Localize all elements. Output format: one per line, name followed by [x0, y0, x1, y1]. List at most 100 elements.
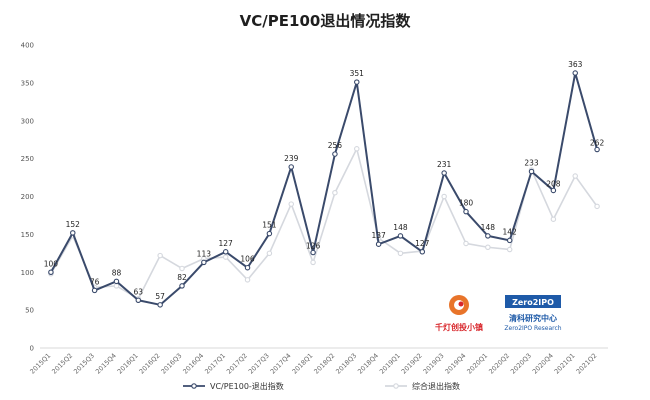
y-tick-label: 50 [25, 307, 34, 315]
x-tick-label: 2018Q2 [312, 352, 336, 376]
x-tick-label: 2021Q1 [553, 352, 577, 376]
data-label: 113 [197, 249, 212, 258]
composite-point [179, 265, 185, 272]
vcpe100-point [48, 269, 54, 275]
vcpe100-point [506, 237, 513, 244]
data-label: 148 [481, 223, 496, 232]
zero2ipo-badge [505, 295, 561, 308]
composite-point [572, 173, 578, 179]
data-label: 100 [44, 259, 59, 268]
composite-point [332, 189, 338, 196]
qiandeng-logo: 千灯创投小镇 [435, 295, 483, 332]
data-label: 127 [415, 239, 430, 248]
data-label: 239 [284, 154, 299, 163]
vcpe100-point [485, 233, 491, 239]
vcpe100-point [222, 249, 229, 255]
x-tick-label: 2015Q1 [28, 352, 52, 376]
data-label: 57 [155, 292, 165, 301]
data-label: 148 [393, 223, 408, 232]
x-tick-label: 2018Q4 [356, 352, 380, 376]
data-label: 233 [524, 159, 539, 168]
composite-point [244, 277, 251, 283]
x-tick-label: 2017Q2 [225, 352, 249, 376]
series-line-composite [50, 147, 598, 300]
x-tick-label: 2019Q1 [378, 352, 402, 376]
data-label: 137 [371, 231, 386, 240]
composite-point [310, 259, 316, 266]
x-tick-label: 2016Q3 [160, 352, 184, 376]
legend-label: 综合退出指数 [412, 381, 460, 391]
x-tick-label: 2015Q2 [50, 352, 74, 376]
x-tick-label: 2016Q1 [116, 352, 140, 376]
y-tick-label: 300 [21, 117, 34, 125]
data-label: 82 [177, 273, 187, 282]
zero2ipo-en-name: Zero2IPO Research [504, 325, 561, 332]
x-tick-label: 2017Q4 [269, 352, 293, 376]
composite-point [288, 201, 294, 207]
vcpe100-point [375, 241, 382, 247]
x-tick-label: 2019Q4 [444, 352, 468, 376]
legend-item-composite: 综合退出指数 [385, 381, 460, 391]
y-tick-label: 250 [21, 155, 34, 163]
data-label: 63 [134, 287, 144, 296]
legend: VC/PE100-退出指数 综合退出指数 [183, 381, 460, 391]
series-line-vcpe100 [50, 72, 599, 306]
vcpe100-point [266, 230, 273, 237]
composite-point [354, 146, 360, 152]
composite-point [550, 216, 557, 222]
chart-title: VC/PE100退出情况指数 [240, 12, 412, 30]
x-tick-label: 2016Q4 [181, 352, 205, 376]
x-tick-label: 2015Q3 [72, 352, 96, 376]
x-tick-label: 2016Q2 [138, 352, 162, 376]
x-tick-label: 2018Q1 [291, 352, 315, 376]
composite-point [266, 250, 273, 257]
composite-point [441, 193, 447, 200]
data-label: 76 [90, 277, 100, 286]
legend-swatch-marker [393, 383, 399, 389]
vcpe100-point [179, 283, 185, 289]
x-tick-label: 2019Q2 [400, 352, 424, 376]
qiandeng-emblem-dot [458, 301, 464, 307]
y-axis: 0 50 100 150 200 250 300 350 400 [21, 42, 34, 353]
vcpe100-point [113, 278, 120, 285]
composite-point [463, 240, 469, 247]
vcpe100-point [528, 168, 535, 175]
vcpe100-point [135, 297, 142, 304]
composite-point [594, 203, 600, 210]
vcpe100-point [70, 230, 76, 236]
vcpe100-point [354, 79, 360, 85]
legend-swatch-marker [191, 383, 197, 389]
x-tick-label: 2020Q4 [531, 352, 555, 376]
data-label: 142 [503, 227, 518, 236]
composite-point [222, 254, 229, 260]
data-label: 126 [306, 242, 321, 251]
vcpe100-point [550, 187, 557, 194]
y-tick-label: 400 [21, 42, 34, 50]
composite-point [157, 252, 163, 259]
x-tick-label: 2021Q2 [575, 352, 599, 376]
data-label: 106 [240, 255, 255, 264]
data-label: 363 [568, 60, 583, 69]
legend-item-vcpe100: VC/PE100-退出指数 [183, 381, 284, 391]
data-label: 351 [350, 69, 365, 78]
qiandeng-logo-text: 千灯创投小镇 [435, 322, 483, 332]
data-label: 262 [590, 139, 605, 148]
vcpe100-point [441, 170, 447, 176]
composite-point [485, 244, 491, 251]
x-tick-label: 2020Q3 [509, 352, 533, 376]
x-tick-label: 2020Q2 [487, 352, 511, 376]
vcpe100-point [157, 302, 163, 308]
vcpe100-point [419, 249, 426, 255]
y-tick-label: 0 [30, 345, 34, 353]
vcpe100-point [463, 208, 469, 215]
vcpe100-point [244, 264, 251, 271]
vcpe100-point [288, 164, 294, 170]
composite-point [397, 250, 404, 257]
zero2ipo-cn-name: 清科研究中心 [509, 313, 557, 323]
series-layer [48, 70, 600, 308]
data-label: 127 [219, 239, 234, 248]
data-label: 151 [262, 221, 277, 230]
x-tick-label: 2018Q3 [334, 352, 358, 376]
x-tick-label: 2017Q3 [247, 352, 271, 376]
